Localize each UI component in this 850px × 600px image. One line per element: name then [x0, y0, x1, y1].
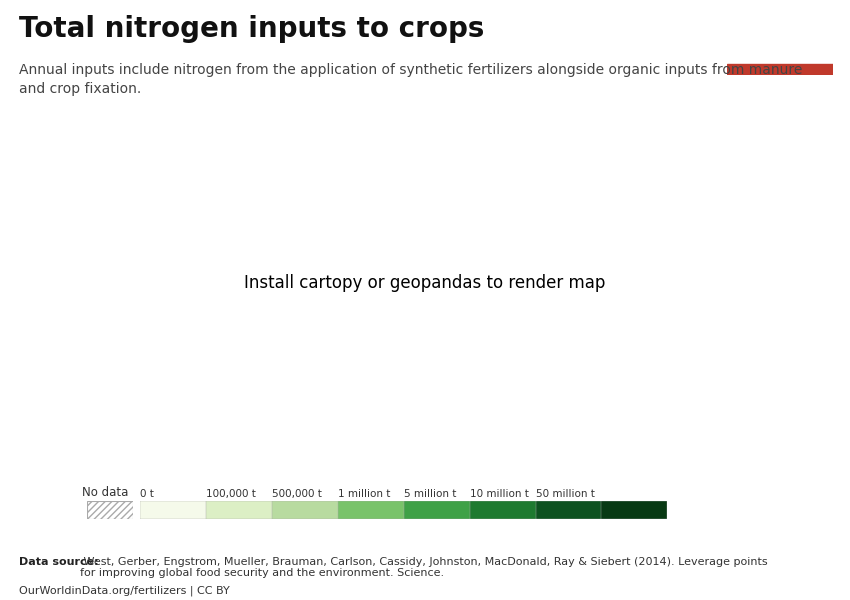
Text: 500,000 t: 500,000 t [272, 488, 322, 499]
Text: Data source:: Data source: [19, 557, 99, 567]
Text: Our World: Our World [750, 25, 809, 35]
Text: Install cartopy or geopandas to render map: Install cartopy or geopandas to render m… [244, 274, 606, 292]
Text: OurWorldinData.org/fertilizers | CC BY: OurWorldinData.org/fertilizers | CC BY [19, 585, 230, 595]
Text: 1 million t: 1 million t [337, 488, 390, 499]
Text: Total nitrogen inputs to crops: Total nitrogen inputs to crops [19, 15, 484, 43]
Text: 100,000 t: 100,000 t [206, 488, 256, 499]
Text: Annual inputs include nitrogen from the application of synthetic fertilizers alo: Annual inputs include nitrogen from the … [19, 63, 802, 97]
Text: No data: No data [82, 485, 129, 499]
Text: 0 t: 0 t [140, 488, 154, 499]
Text: 10 million t: 10 million t [469, 488, 529, 499]
Text: in Data: in Data [758, 42, 801, 52]
Text: 50 million t: 50 million t [536, 488, 594, 499]
Bar [727, 64, 833, 75]
Text: West, Gerber, Engstrom, Mueller, Brauman, Carlson, Cassidy, Johnston, MacDonald,: West, Gerber, Engstrom, Mueller, Brauman… [80, 557, 768, 578]
Text: 5 million t: 5 million t [404, 488, 456, 499]
